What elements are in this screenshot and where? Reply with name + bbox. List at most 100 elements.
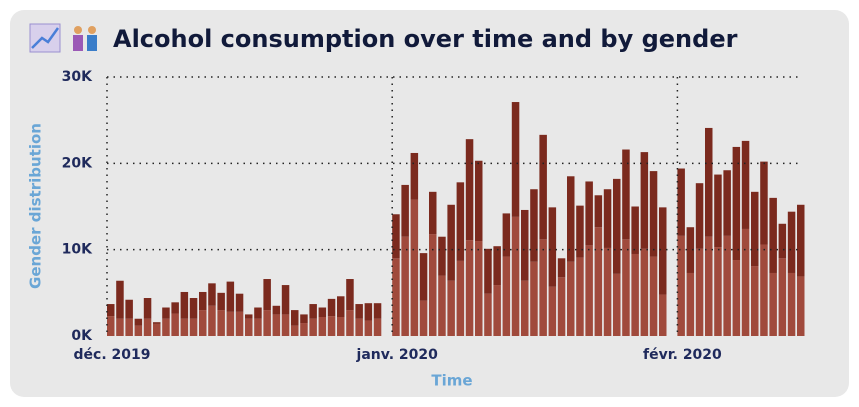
bar-segment bbox=[567, 176, 575, 262]
bar-segment bbox=[235, 293, 244, 312]
bar-segment bbox=[521, 209, 529, 281]
bar-segment bbox=[401, 236, 409, 336]
bar-segment bbox=[778, 258, 787, 336]
bar-segment bbox=[539, 134, 547, 240]
y-axis-title: Gender distribution bbox=[27, 123, 45, 289]
bar-segment bbox=[189, 318, 198, 336]
bar-segment bbox=[410, 152, 419, 200]
bar-segment bbox=[373, 303, 382, 319]
bar-segment bbox=[659, 207, 667, 295]
bar-segment bbox=[475, 160, 483, 242]
bar-segment bbox=[613, 273, 621, 336]
bar-segment bbox=[245, 318, 253, 336]
bar-segment bbox=[447, 280, 455, 336]
bar-segment bbox=[171, 313, 179, 336]
bar-segment bbox=[585, 181, 593, 246]
bar-segment bbox=[364, 303, 373, 321]
bar-segment bbox=[447, 204, 455, 281]
bar-segment bbox=[686, 272, 695, 336]
bar-segment bbox=[751, 266, 759, 336]
bar-segment bbox=[659, 294, 667, 336]
bar-segment bbox=[199, 291, 207, 311]
bar-segment bbox=[732, 260, 741, 336]
bar-segment bbox=[226, 311, 235, 336]
bar-segment bbox=[493, 246, 501, 286]
bar-segment bbox=[576, 257, 584, 336]
bar-segment bbox=[217, 310, 225, 336]
bar-segment bbox=[567, 261, 575, 336]
bar-segment bbox=[355, 304, 363, 319]
bar-segment bbox=[208, 283, 216, 306]
y-tick-label: 30K bbox=[62, 69, 93, 85]
bar-segment bbox=[410, 199, 419, 336]
bar-segment bbox=[263, 279, 271, 311]
bar-segment bbox=[585, 245, 593, 336]
bar-segment bbox=[291, 310, 299, 326]
bar-segment bbox=[116, 318, 124, 336]
bar-segment bbox=[281, 285, 290, 315]
bar-segment bbox=[714, 247, 722, 336]
bar-segment bbox=[640, 248, 649, 336]
bar-segment bbox=[429, 191, 437, 235]
bar-segment bbox=[419, 253, 428, 301]
bar-segment bbox=[548, 286, 557, 336]
bar-segment bbox=[392, 258, 400, 336]
bar-segment bbox=[456, 182, 465, 261]
bar-segment bbox=[143, 318, 152, 336]
bar-segment bbox=[134, 318, 143, 326]
bar-segment bbox=[153, 323, 161, 336]
bar-segment bbox=[723, 235, 731, 336]
bar-segment bbox=[456, 260, 465, 336]
bar-segment bbox=[171, 302, 179, 314]
bar-segment bbox=[364, 320, 373, 336]
bar-segment bbox=[557, 277, 566, 336]
bar-segment bbox=[797, 204, 805, 277]
bar-segment bbox=[125, 318, 133, 336]
y-tick-label: 0K bbox=[71, 328, 93, 344]
chart-title: Alcohol consumption over time and by gen… bbox=[113, 25, 738, 53]
bar-segment bbox=[751, 191, 759, 267]
bar-segment bbox=[208, 305, 216, 336]
bar-segment bbox=[346, 310, 354, 336]
bar-segment bbox=[465, 240, 474, 336]
bar-segment bbox=[484, 248, 492, 294]
bar-segment bbox=[741, 228, 750, 336]
bar-segment bbox=[465, 139, 474, 241]
bar-segment bbox=[419, 300, 428, 336]
bar-segment bbox=[475, 241, 483, 336]
bar-segment bbox=[337, 317, 345, 336]
bar-segment bbox=[254, 307, 262, 319]
bar-segment bbox=[291, 325, 299, 336]
bar-segment bbox=[263, 310, 271, 336]
bar-segment bbox=[787, 272, 796, 336]
bar-segment bbox=[116, 280, 124, 319]
bar-segment bbox=[705, 127, 713, 237]
bar-segment bbox=[705, 236, 713, 336]
bar-segment bbox=[272, 314, 281, 336]
bar-segment bbox=[401, 184, 409, 237]
bar-segment bbox=[281, 314, 290, 336]
bar-segment bbox=[631, 253, 639, 336]
bar-segment bbox=[603, 247, 612, 336]
bar-segment bbox=[272, 305, 281, 315]
bar-segment bbox=[539, 239, 547, 336]
bar-segment bbox=[502, 256, 511, 336]
bar-segment bbox=[622, 239, 630, 336]
bar-segment bbox=[327, 316, 336, 336]
bar-segment bbox=[511, 102, 520, 217]
bar-segment bbox=[107, 316, 115, 336]
bar-segment bbox=[576, 205, 584, 258]
bar-segment bbox=[226, 281, 235, 312]
bar-segment bbox=[125, 299, 133, 319]
bar-segment bbox=[631, 206, 639, 254]
bar-segment bbox=[530, 189, 538, 262]
bar-segment bbox=[778, 223, 787, 259]
bar-segment bbox=[199, 310, 207, 336]
bar-segment bbox=[548, 207, 557, 287]
bar-segment bbox=[235, 311, 244, 336]
bar-segment bbox=[723, 170, 731, 236]
bar-segment bbox=[613, 178, 621, 274]
bar-segment bbox=[438, 275, 446, 336]
bar-segment bbox=[327, 298, 336, 317]
